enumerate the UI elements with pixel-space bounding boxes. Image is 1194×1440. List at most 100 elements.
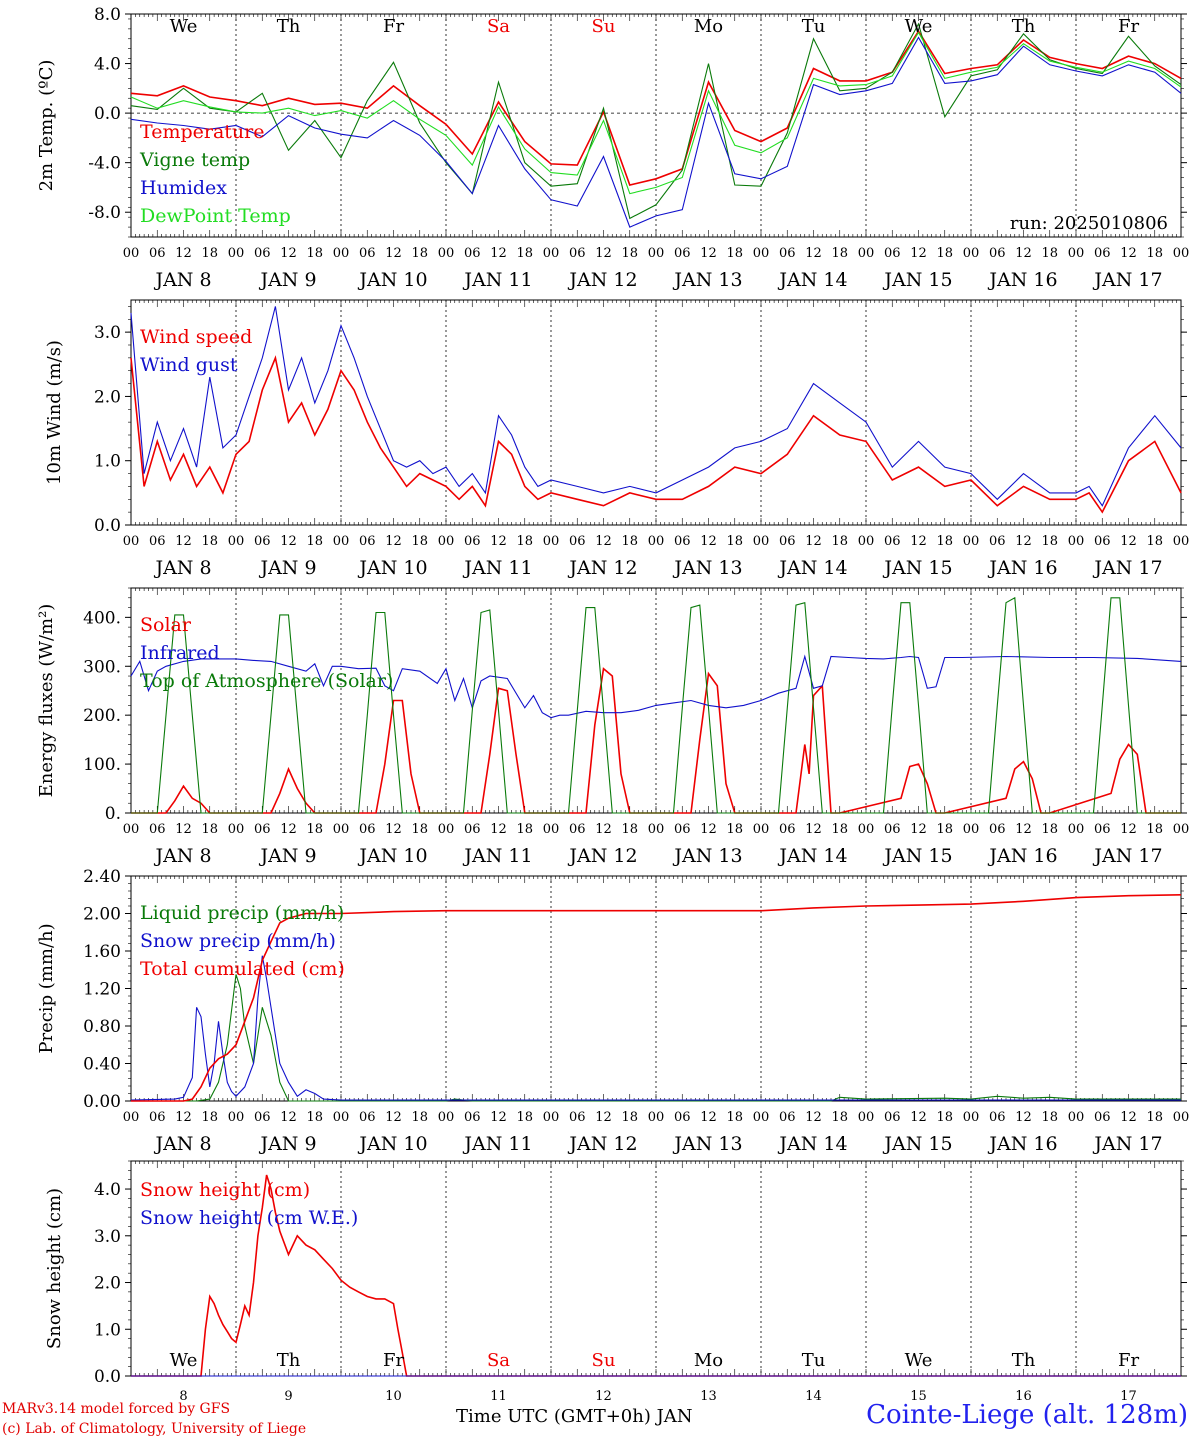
series-snow-precip-mm-h — [130, 955, 1181, 1101]
hour-label: 06 — [674, 822, 691, 837]
hour-label: 00 — [1173, 1110, 1190, 1125]
hour-label: 00 — [963, 246, 980, 261]
hour-label: 12 — [385, 534, 402, 549]
hour-label: 12 — [385, 822, 402, 837]
hour-label: 00 — [858, 1110, 875, 1125]
series-snow-height-cm — [131, 1174, 1181, 1377]
hour-label: 12 — [280, 534, 297, 549]
hour-label: 18 — [516, 822, 533, 837]
ylabel: 2m Temp. (ºC) — [36, 60, 57, 192]
date-label: JAN 8 — [153, 269, 211, 291]
hour-label: 18 — [726, 246, 743, 261]
weekday-label: Tu — [802, 1350, 826, 1371]
day-number: 10 — [385, 1389, 402, 1404]
hour-label: 12 — [1015, 534, 1032, 549]
weekday-label: Su — [592, 1350, 616, 1371]
date-label: JAN 16 — [987, 845, 1057, 867]
date-label: JAN 12 — [567, 1133, 637, 1155]
date-label: JAN 17 — [1092, 1133, 1162, 1155]
hour-label: 18 — [831, 246, 848, 261]
hour-label: 12 — [1120, 534, 1137, 549]
hour-label: 00 — [543, 1110, 560, 1125]
hour-label: 00 — [648, 1110, 665, 1125]
weekday-label: We — [905, 16, 933, 37]
hour-label: 18 — [411, 534, 428, 549]
hour-label: 18 — [1041, 822, 1058, 837]
hour-label: 00 — [1173, 246, 1190, 261]
series-dewpoint-temp — [130, 31, 1182, 195]
hour-label: 18 — [1041, 246, 1058, 261]
legend-entry: Snow height (cm W.E.) — [140, 1207, 358, 1229]
hour-label: 06 — [359, 822, 376, 837]
weekday-label: Th — [1012, 16, 1036, 37]
date-label: JAN 14 — [777, 557, 847, 579]
date-label: JAN 10 — [357, 557, 427, 579]
hour-label: 00 — [438, 534, 455, 549]
day-number: 14 — [805, 1389, 822, 1404]
hour-label: 00 — [963, 1110, 980, 1125]
day-number: 8 — [179, 1389, 187, 1404]
series-infrared — [130, 654, 1182, 719]
hour-label: 06 — [569, 822, 586, 837]
hour-label: 00 — [1068, 1110, 1085, 1125]
hour-label: 18 — [726, 534, 743, 549]
hour-label: 18 — [306, 822, 323, 837]
hour-label: 18 — [306, 246, 323, 261]
hour-label: 00 — [1068, 246, 1085, 261]
ytick-label: 400. — [83, 608, 121, 628]
day-number: 17 — [1120, 1389, 1137, 1404]
series-top-of-atmosphere-solar — [131, 596, 1181, 814]
date-label: JAN 14 — [777, 845, 847, 867]
hour-label: 18 — [936, 246, 953, 261]
date-label: JAN 8 — [153, 1133, 211, 1155]
date-label: JAN 12 — [567, 557, 637, 579]
hour-label: 12 — [595, 822, 612, 837]
date-label: JAN 8 — [153, 845, 211, 867]
date-label: JAN 13 — [672, 845, 742, 867]
legend-entry: Wind speed — [140, 326, 252, 348]
panel-energy: 400. 300. 200. 100. 0. Energy fluxes (W/m²) So… — [36, 587, 1190, 867]
hour-label: 00 — [438, 1110, 455, 1125]
hour-label: 00 — [963, 822, 980, 837]
date-label: JAN 12 — [567, 269, 637, 291]
weekday-label: Sa — [487, 1350, 510, 1371]
model-credit: MARv3.14 model forced by GFS — [2, 1401, 231, 1417]
series-humidex — [130, 36, 1182, 228]
legend-entry: DewPoint Temp — [140, 205, 291, 227]
date-label: JAN 9 — [258, 1133, 316, 1155]
hour-label: 00 — [1173, 534, 1190, 549]
hour-label: 18 — [1146, 1110, 1163, 1125]
hour-label: 00 — [1173, 822, 1190, 837]
hour-label: 06 — [779, 534, 796, 549]
hour-label: 18 — [621, 822, 638, 837]
date-label: JAN 9 — [258, 845, 316, 867]
hour-label: 12 — [385, 246, 402, 261]
date-label: JAN 10 — [357, 1133, 427, 1155]
weekday-label: We — [170, 16, 198, 37]
panel-precip: 2.40 2.00 1.60 1.20 0.80 0.40 0.00 Precip (mm/h… — [36, 867, 1189, 1155]
hour-label: 12 — [175, 1110, 192, 1125]
hour-label: 06 — [884, 1110, 901, 1125]
hour-label: 00 — [438, 246, 455, 261]
ytick-label: 200. — [83, 706, 121, 726]
date-label: JAN 17 — [1092, 269, 1162, 291]
hour-label: 12 — [805, 534, 822, 549]
hour-label: 06 — [989, 1110, 1006, 1125]
date-label: JAN 16 — [987, 557, 1057, 579]
hour-label: 06 — [464, 1110, 481, 1125]
ytick-label: 3.0 — [94, 1227, 121, 1247]
legend-entry: Snow height (cm) — [140, 1179, 310, 1201]
hour-label: 00 — [753, 246, 770, 261]
run-label: run: 2025010806 — [1010, 213, 1168, 234]
hour-label: 12 — [175, 534, 192, 549]
hour-label: 06 — [464, 822, 481, 837]
hour-label: 18 — [1041, 534, 1058, 549]
hour-label: 12 — [490, 246, 507, 261]
hour-label: 00 — [858, 246, 875, 261]
weekday-label: Fr — [1118, 16, 1139, 37]
hour-label: 00 — [228, 1110, 245, 1125]
hour-label: 18 — [1146, 246, 1163, 261]
hour-label: 06 — [989, 534, 1006, 549]
hour-label: 06 — [254, 1110, 271, 1125]
date-label: JAN 9 — [258, 557, 316, 579]
